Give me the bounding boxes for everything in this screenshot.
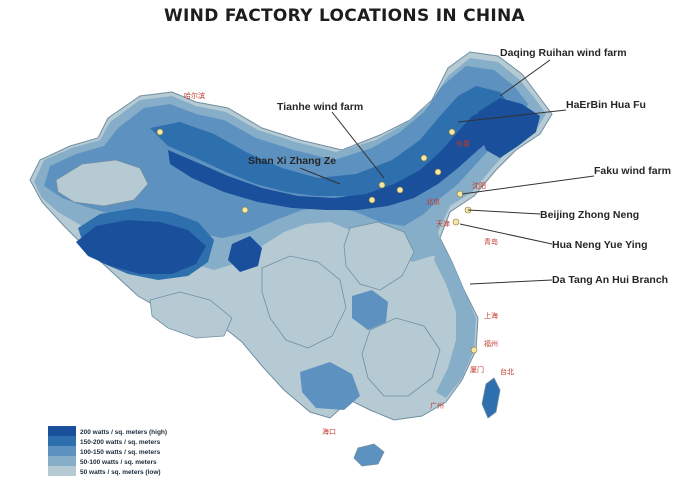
legend-swatch-low <box>48 466 76 476</box>
label-shanxi: Shan Xi Zhang Ze <box>248 155 336 167</box>
city-label: 青岛 <box>484 237 498 246</box>
label-faku: Faku wind farm <box>594 165 671 177</box>
wind-farm-marker <box>396 186 404 194</box>
leader-line-shanxi <box>299 167 341 185</box>
label-beijing: Beijing Zhong Neng <box>540 209 639 221</box>
legend-label-lower: 50-100 watts / sq. meters <box>80 459 157 466</box>
region-high-northeast <box>478 98 540 158</box>
city-label: 海口 <box>322 427 336 436</box>
legend-swatch-high <box>48 426 76 436</box>
leader-line-huaneng <box>459 223 553 245</box>
city-label: 厦门 <box>470 365 484 374</box>
island-hainan <box>353 443 385 467</box>
legend-swatch-lower <box>48 456 76 466</box>
region-mid-south <box>300 362 360 410</box>
city-label: 天津 <box>436 220 450 228</box>
wind-farm-marker <box>378 181 386 189</box>
region-low-sichuan <box>261 255 347 349</box>
city-label: 长春 <box>456 139 470 148</box>
wind-farm-markers <box>156 128 478 354</box>
legend-label-low: 50 watts / sq. meters (low) <box>80 469 161 476</box>
legend-label-upper: 150-200 watts / sq. meters <box>80 439 161 446</box>
wind-farm-marker <box>241 206 249 214</box>
region-mid-hunan <box>352 290 388 330</box>
city-label: 福州 <box>484 339 498 348</box>
island-taiwan <box>481 377 501 419</box>
region-low-taklamakan <box>55 159 149 207</box>
city-label: 沈阳 <box>472 181 486 190</box>
city-label: 北京 <box>426 197 440 206</box>
wind-farm-marker <box>452 218 460 226</box>
wind-farm-marker <box>470 346 478 354</box>
wind-farm-marker <box>434 168 442 176</box>
legend-label-mid: 100-150 watts / sq. meters <box>80 449 161 456</box>
label-tianhe: Tianhe wind farm <box>277 101 363 113</box>
region-high <box>168 108 506 210</box>
region-low-central <box>343 221 415 291</box>
city-label: 上海 <box>484 311 498 320</box>
region-low-south <box>361 317 441 397</box>
label-huaneng: Hua Neng Yue Ying <box>552 239 648 251</box>
city-label: 哈尔滨 <box>184 91 205 100</box>
leader-lines <box>299 59 595 285</box>
wind-farm-marker <box>420 154 428 162</box>
leader-line-faku <box>461 175 595 195</box>
wind-farm-marker <box>156 128 164 136</box>
region-high-tibet <box>228 236 262 272</box>
region-high-west <box>76 220 206 274</box>
farm-labels: Daqing Ruihan wind farm HaErBin Hua Fu T… <box>248 47 671 286</box>
leader-line-haerbin <box>457 109 567 123</box>
leader-line-datang <box>469 279 553 285</box>
label-haerbin: HaErBin Hua Fu <box>566 99 646 111</box>
city-labels: 哈尔滨 长春 沈阳 北京 天津 青岛 上海 福州 厦门 广州 海口 台北 <box>184 91 514 436</box>
leader-line-daqing <box>499 59 551 97</box>
legend-swatch-upper <box>48 436 76 446</box>
wind-farm-marker <box>368 196 376 204</box>
label-datang: Da Tang An Hui Branch <box>552 274 668 286</box>
leader-line-tianhe <box>331 111 385 179</box>
label-daqing: Daqing Ruihan wind farm <box>500 47 627 59</box>
legend-label-high: 200 watts / sq. meters (high) <box>80 429 167 436</box>
wind-farm-marker <box>448 128 456 136</box>
region-low-yunnan <box>149 291 233 339</box>
city-label: 广州 <box>430 401 444 410</box>
legend-swatch-mid <box>48 446 76 456</box>
city-label: 台北 <box>500 367 514 376</box>
legend: 200 watts / sq. meters (high) 150-200 wa… <box>48 426 167 476</box>
region-coast <box>434 240 476 398</box>
map-title: WIND FACTORY LOCATIONS IN CHINA <box>163 6 525 26</box>
leader-line-beijing <box>467 209 541 215</box>
